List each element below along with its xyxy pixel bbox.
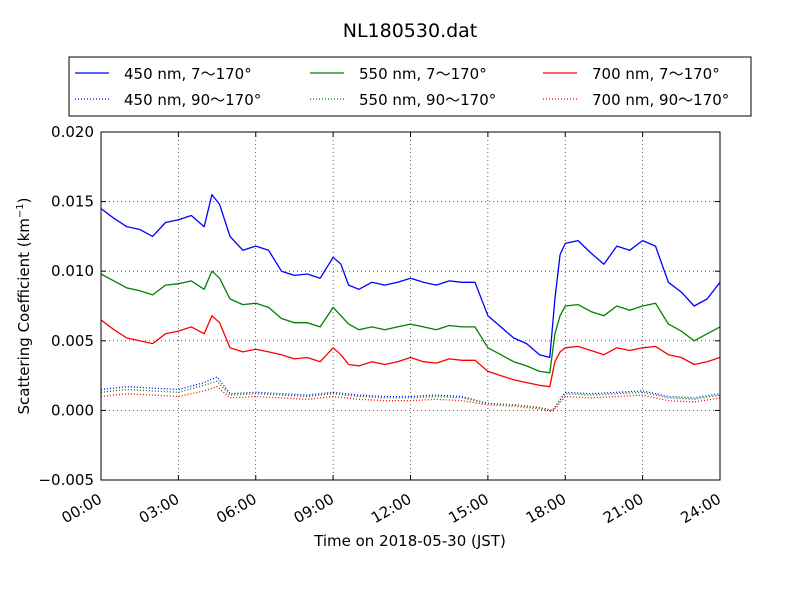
series-layer [101, 193, 720, 413]
y-tick-label: 0.000 [51, 401, 94, 419]
y-tick-label: 0.010 [51, 262, 94, 280]
legend-entry-label: 450 nm, 7～170° [124, 65, 252, 83]
series-line-700-nm-90-170 [101, 386, 720, 413]
legend-entry-label: 550 nm, 90～170° [359, 91, 496, 109]
legend-entry-label: 700 nm, 90～170° [592, 91, 729, 109]
y-tick-label: 0.015 [51, 193, 94, 211]
series-line-550-nm-7-170 [101, 270, 720, 374]
y-tick-label: −0.005 [38, 471, 94, 489]
y-tick-labels: −0.005 0.000 0.005 0.010 0.015 0.020 [38, 123, 94, 489]
y-tick-label: 0.020 [51, 123, 94, 141]
y-axis-label: Scattering Coefficient (km−1) [15, 197, 33, 414]
y-axis-label-close: ) [15, 197, 33, 203]
x-axis-label: Time on 2018-05-30 (JST) [313, 532, 506, 550]
legend: 450 nm, 7～170° 450 nm, 90～170° 550 nm, 7～1… [68, 56, 752, 117]
legend-entry-label: 550 nm, 7～170° [359, 65, 487, 83]
y-tick-label: 0.005 [51, 332, 94, 350]
y-axis-label-superscript: −1 [15, 203, 26, 218]
chart-title: NL180530.dat [343, 20, 478, 42]
series-line-700-nm-7-170 [101, 315, 720, 388]
legend-entry-label: 700 nm, 7～170° [592, 65, 720, 83]
series-line-450-nm-7-170 [101, 193, 720, 359]
y-axis-label-main: Scattering Coefficient (km [15, 218, 33, 414]
legend-entry-label: 450 nm, 90～170° [124, 91, 261, 109]
ticks [100, 131, 721, 481]
series-line-550-nm-90-170 [101, 380, 720, 412]
legend-frame [68, 56, 752, 117]
